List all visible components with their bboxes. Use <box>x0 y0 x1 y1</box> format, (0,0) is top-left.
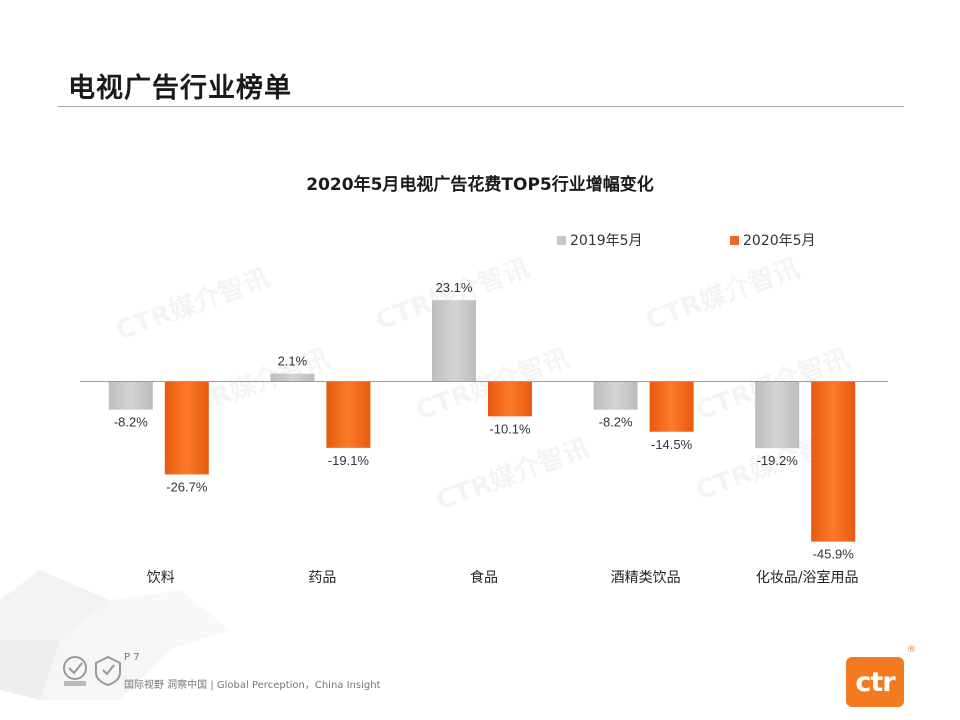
bar-2020-3 <box>649 381 694 432</box>
page-title: 电视广告行业榜单 <box>68 73 292 104</box>
data-label-2019-4: -19.2% <box>757 453 799 468</box>
category-label-0: 饮料 <box>147 570 175 586</box>
ukas-certification-icon <box>95 655 121 687</box>
title-divider <box>58 106 904 107</box>
chart-title: 2020年5月电视广告花费TOP5行业增幅变化 <box>306 175 654 195</box>
bar-2019-0 <box>108 381 153 410</box>
data-label-2020-3: -14.5% <box>651 437 693 452</box>
data-label-2020-2: -10.1% <box>489 421 531 436</box>
bar-2020-0 <box>164 381 209 475</box>
data-label-2020-4: -45.9% <box>813 547 855 562</box>
bar-2019-3 <box>593 381 638 410</box>
category-label-4: 化妆品/浴室用品 <box>756 569 859 586</box>
data-label-2020-0: -26.7% <box>166 479 208 494</box>
legend-label-2020: 2020年5月 <box>743 233 816 249</box>
bar-2019-2 <box>432 300 476 381</box>
category-label-2: 食品 <box>470 569 498 586</box>
bar-2020-1 <box>326 381 371 448</box>
legend-item-2020: 2020年5月 <box>730 230 816 250</box>
legend-swatch-2020 <box>730 235 739 245</box>
watermark-text: CTR媒介智讯 <box>112 263 273 346</box>
bar-2020-2 <box>488 381 532 417</box>
bar-2019-4 <box>755 381 800 449</box>
watermark-text: CTR媒介智讯 <box>432 433 593 516</box>
data-label-2019-2: 23.1% <box>436 280 473 295</box>
category-label-1: 药品 <box>308 570 336 586</box>
sgs-certification-icon <box>63 656 87 686</box>
watermark-text: CTR媒介智讯 <box>642 253 803 336</box>
data-label-2020-1: -19.1% <box>328 453 370 468</box>
category-label-3: 酒精类饮品 <box>611 570 681 586</box>
data-label-2019-1: 2.1% <box>278 354 308 369</box>
legend-item-2019: 2019年5月 <box>557 230 643 250</box>
data-label-2019-0: -8.2% <box>114 415 148 430</box>
registered-mark: ® <box>907 645 916 655</box>
data-label-2019-3: -8.2% <box>599 415 633 430</box>
footer-slogan: 国际视野 洞察中国 | Global Perception，China Insi… <box>124 680 381 691</box>
ctr-logo: ctr <box>846 657 904 707</box>
page-number: P 7 <box>124 652 140 663</box>
legend-label-2019: 2019年5月 <box>570 233 643 249</box>
legend-swatch-2019 <box>557 235 566 245</box>
bar-2019-1 <box>270 373 315 381</box>
bar-2020-4 <box>811 381 856 542</box>
